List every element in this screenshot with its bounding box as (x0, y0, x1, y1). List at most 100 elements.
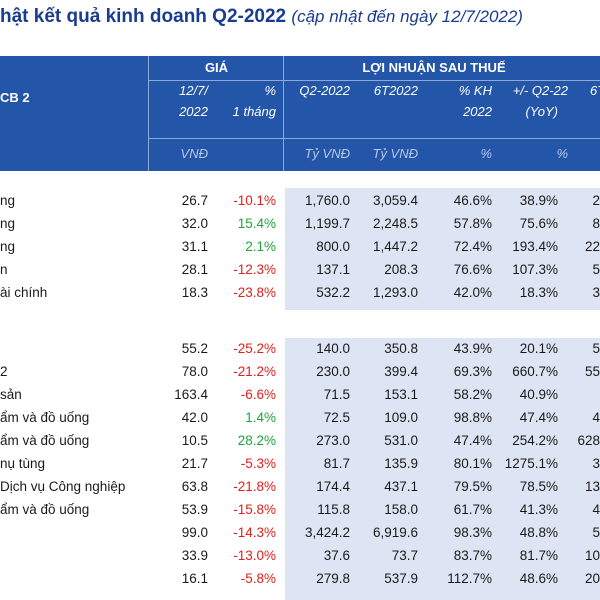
cell-q2: 800.0 (316, 239, 350, 254)
cell-name: ng (0, 216, 16, 231)
cell-yoy: 193.4% (512, 239, 558, 254)
table-row: ẩm và đồ uống 53.9 -15.8% 115.8 158.0 61.7% 41… (0, 499, 600, 521)
cell-price: 28.1 (181, 262, 208, 277)
cell-yoy: 48.8% (519, 525, 558, 540)
cell-pct: -5.8% (240, 571, 276, 586)
header-col-kh-line2: 2022 (463, 104, 492, 119)
cell-yoy: 107.3% (512, 262, 558, 277)
header-col-last: 6T (590, 83, 600, 98)
header-col-yoy-line2: (YoY) (525, 104, 558, 119)
header-unit-yoy: % (556, 146, 568, 161)
cell-name: ẩm và đồ uống (0, 433, 90, 448)
table-row: 55.2 -25.2% 140.0 350.8 43.9% 20.1% 5 (0, 338, 600, 360)
cell-h1: 158.0 (384, 502, 418, 517)
cell-price: 53.9 (181, 502, 208, 517)
cell-price: 42.0 (181, 410, 208, 425)
cell-yoy: 81.7% (519, 548, 558, 563)
table-row: Dịch vụ Công nghiệp 63.8 -21.8% 174.4 437.1 7… (0, 476, 600, 498)
header-group-price: GIÁ (204, 60, 229, 75)
table-row: ng 31.1 2.1% 800.0 1,447.2 72.4% 193.4% 22 (0, 236, 600, 258)
cell-price: 31.1 (181, 239, 208, 254)
cell-pct: -14.3% (233, 525, 276, 540)
cell-kh: 98.8% (453, 410, 492, 425)
cell-pct: 2.1% (245, 239, 276, 254)
cell-h1: 437.1 (384, 479, 418, 494)
cell-pct: -12.3% (233, 262, 276, 277)
cell-price: 32.0 (181, 216, 208, 231)
cell-h1: 537.9 (384, 571, 418, 586)
table-row: sản 163.4 -6.6% 71.5 153.1 58.2% 40.9% (0, 384, 600, 406)
cell-pct: -21.2% (233, 364, 276, 379)
cell-pct: -25.2% (233, 341, 276, 356)
cell-last: 4 (592, 502, 600, 517)
cell-h1: 1,293.0 (372, 285, 418, 300)
cell-price: 16.1 (181, 571, 208, 586)
cell-pct: -6.6% (240, 387, 276, 402)
cell-q2: 72.5 (323, 410, 350, 425)
table-row: ẩm và đồ uống 42.0 1.4% 72.5 109.0 98.8% 47.4%… (0, 407, 600, 429)
cell-h1: 3,059.4 (372, 193, 418, 208)
header-unit-kh: % (480, 146, 492, 161)
cell-yoy: 38.9% (519, 193, 558, 208)
cell-kh: 43.9% (453, 341, 492, 356)
cell-kh: 58.2% (453, 387, 492, 402)
cell-price: 78.0 (181, 364, 208, 379)
cell-pct: -23.8% (233, 285, 276, 300)
cell-q2: 1,760.0 (304, 193, 350, 208)
header-col-date-line2: 2022 (179, 104, 208, 119)
cell-q2: 3,424.2 (304, 525, 350, 540)
cell-h1: 6,919.6 (372, 525, 418, 540)
cell-name: nụ tùng (0, 456, 46, 471)
table-row: nụ tùng 21.7 -5.3% 81.7 135.9 80.1% 1275.1% 3 (0, 453, 600, 475)
cell-kh: 112.7% (447, 571, 492, 586)
cell-price: 163.4 (174, 387, 208, 402)
header-col-pct-line1: % (264, 83, 276, 98)
cell-yoy: 20.1% (519, 341, 558, 356)
cell-h1: 2,248.5 (372, 216, 418, 231)
cell-name: n (0, 262, 8, 277)
cell-name: ẩm và đồ uống (0, 410, 90, 425)
cell-kh: 46.6% (453, 193, 492, 208)
cell-last: 2 (592, 193, 600, 208)
cell-last: 10 (584, 548, 600, 563)
cell-yoy: 18.3% (519, 285, 558, 300)
cell-kh: 76.6% (453, 262, 492, 277)
cell-q2: 230.0 (316, 364, 350, 379)
cell-last: 4 (592, 410, 600, 425)
cell-h1: 1,447.2 (372, 239, 418, 254)
cell-kh: 80.1% (453, 456, 492, 471)
table-row: ài chính 18.3 -23.8% 532.2 1,293.0 42.0% 18.3%… (0, 282, 600, 304)
cell-price: 18.3 (181, 285, 208, 300)
cell-q2: 174.4 (316, 479, 350, 494)
report-title-note: (cập nhật đến ngày 12/7/2022) (291, 7, 523, 26)
header-col-q2: Q2-2022 (299, 83, 350, 98)
cell-pct: -15.8% (233, 502, 276, 517)
cell-yoy: 47.4% (519, 410, 558, 425)
cell-pct: 1.4% (245, 410, 276, 425)
cell-last: 5 (592, 341, 600, 356)
cell-yoy: 48.6% (519, 571, 558, 586)
cell-name: Dịch vụ Công nghiệp (0, 479, 126, 494)
profit-band-group1 (285, 188, 600, 310)
cell-h1: 531.0 (384, 433, 418, 448)
header-divider (148, 56, 149, 171)
cell-q2: 81.7 (323, 456, 350, 471)
cell-price: 21.7 (181, 456, 208, 471)
cell-kh: 42.0% (453, 285, 492, 300)
cell-q2: 279.8 (316, 571, 350, 586)
cell-last: 22 (584, 239, 600, 254)
header-divider (283, 56, 284, 171)
cell-price: 63.8 (181, 479, 208, 494)
cell-kh: 79.5% (453, 479, 492, 494)
cell-name: 2 (0, 364, 8, 379)
cell-pct: -10.1% (233, 193, 276, 208)
table-row: 33.9 -13.0% 37.6 73.7 83.7% 81.7% 10 (0, 545, 600, 567)
cell-last: 3 (592, 456, 600, 471)
cell-q2: 1,199.7 (304, 216, 350, 231)
cell-h1: 135.9 (384, 456, 418, 471)
cell-q2: 137.1 (316, 262, 350, 277)
header-col-pct-line2: 1 tháng (232, 104, 276, 119)
cell-h1: 350.8 (384, 341, 418, 356)
cell-name: ng (0, 193, 16, 208)
header-col-kh-line1: % KH (458, 83, 492, 98)
